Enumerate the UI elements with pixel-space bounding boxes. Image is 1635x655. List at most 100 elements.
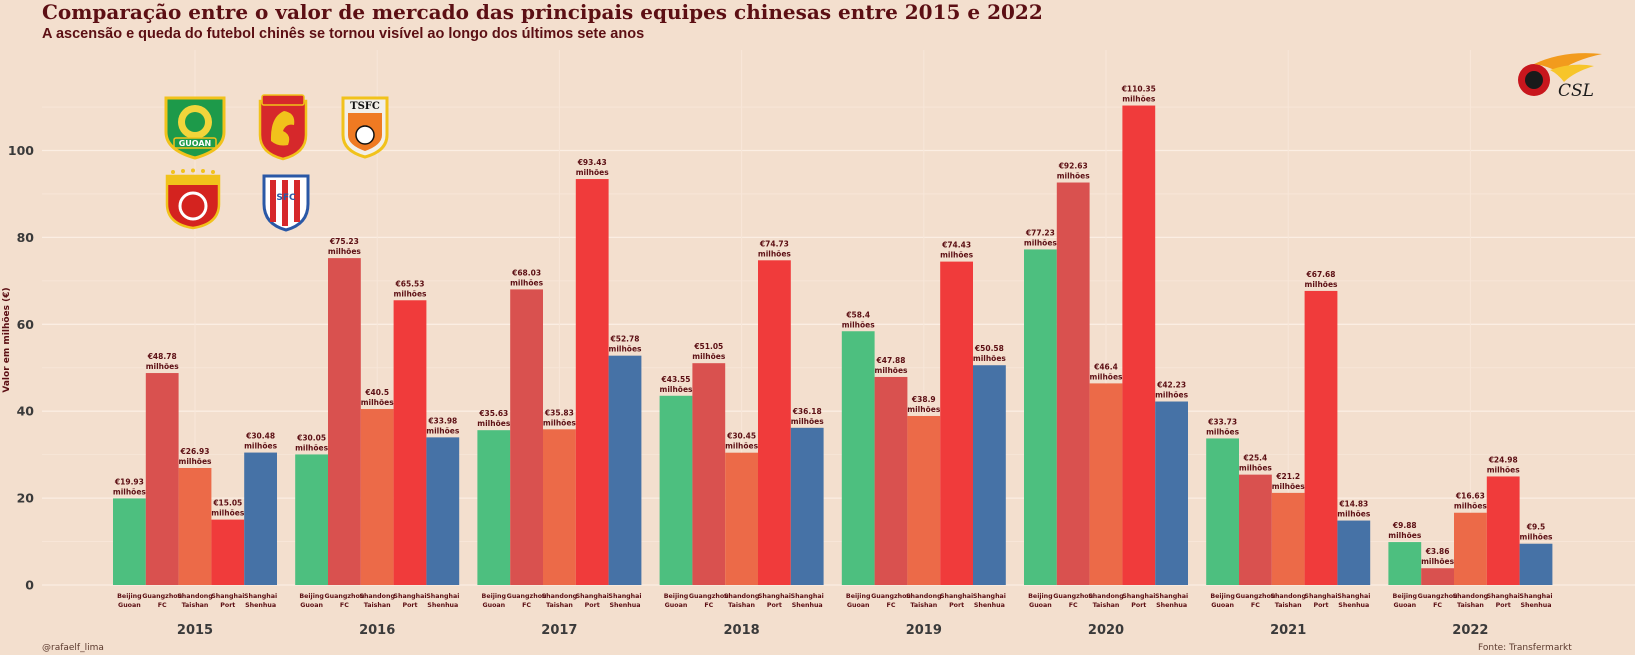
bar-value-label: €9.5 [1526, 523, 1546, 532]
bar-unit-label: milhões [791, 417, 825, 426]
team-tick-label-line2: Guoan [118, 602, 141, 609]
bar-value-label: €43.55 [661, 375, 691, 384]
team-tick-label-line2: Taishan [182, 602, 209, 609]
bar [907, 415, 941, 585]
year-label: 2015 [177, 623, 213, 638]
team-tick-label-line2: Taishan [910, 602, 937, 609]
bar-value-label: €77.23 [1025, 228, 1055, 237]
year-label: 2018 [724, 623, 760, 638]
team-tick-label-line1: Shanghai [1337, 593, 1370, 600]
bar-unit-label: milhões [1090, 372, 1124, 381]
team-tick-label-line1: Guangzhou [1235, 593, 1275, 600]
bar-value-label: €38.9 [911, 395, 936, 404]
bar [790, 427, 824, 585]
team-tick-label-line2: Port [402, 602, 417, 609]
year-label: 2016 [359, 623, 395, 638]
team-tick-label-line2: Guoan [482, 602, 505, 609]
team-tick-label-line1: Guangzhou [142, 593, 182, 600]
team-tick-label-line1: Shanghai [576, 593, 609, 600]
bar-unit-label: milhões [907, 405, 941, 414]
gz-logo-text: GUOAN [179, 139, 212, 148]
team-tick-label-line2: Shenhua [427, 602, 458, 609]
team-tick-label-line2: FC [1433, 602, 1442, 609]
bar [1486, 476, 1520, 585]
shanghai-port-crest-icon [165, 168, 221, 230]
team-tick-label-line2: Port [1496, 602, 1511, 609]
bar-value-label: €42.23 [1156, 381, 1186, 390]
bar-unit-label: milhões [875, 366, 909, 375]
team-tick-labels: BeijingGuoanGuangzhouFCShandongTaishanSh… [117, 593, 1552, 609]
shanghai-shenhua-crest-icon: SFC [262, 174, 310, 232]
bar-unit-label: milhões [758, 249, 792, 258]
bar-value-label: €30.48 [245, 432, 275, 441]
bar-unit-label: milhões [477, 419, 511, 428]
team-tick-label-line1: Guangzhou [1053, 593, 1093, 600]
bar [659, 395, 693, 585]
bar [1421, 568, 1454, 585]
bar-value-label: €74.73 [759, 239, 789, 248]
bar [575, 179, 609, 586]
team-tick-label-line2: Shenhua [1156, 602, 1187, 609]
team-tick-label-line1: Shanghai [791, 593, 824, 600]
bar-value-label: €35.83 [544, 408, 574, 417]
team-tick-label-line2: Guoan [300, 602, 323, 609]
bar [1239, 474, 1272, 585]
bar-unit-label: milhões [295, 443, 329, 452]
y-axis: 0 20 40 60 80 100 [8, 143, 34, 593]
bar-unit-label: milhões [1057, 172, 1091, 181]
bar-value-label: €30.45 [726, 432, 756, 441]
bar [1271, 492, 1305, 585]
bar-value-label: €46.4 [1093, 362, 1118, 371]
team-tick-label-line1: Shanghai [940, 593, 973, 600]
team-tick-label-line1: Shandong [724, 593, 760, 600]
team-tick-label-line2: Taishan [546, 602, 573, 609]
bar [874, 376, 908, 585]
bar-unit-label: milhões [609, 345, 643, 354]
bar-unit-label: milhões [211, 509, 245, 518]
y-tick-label: 0 [25, 578, 34, 593]
team-tick-label-line1: Beijing [482, 593, 507, 600]
source-caption: Fonte: Transfermarkt [1478, 643, 1572, 653]
bar [1024, 249, 1057, 585]
bar-unit-label: milhões [1305, 280, 1339, 289]
bar [477, 430, 511, 585]
bar-unit-label: milhões [146, 362, 180, 371]
bar-value-label: €16.63 [1455, 492, 1485, 501]
bar [608, 355, 642, 585]
bar-value-label: €25.4 [1243, 454, 1268, 463]
team-tick-label-line1: Beijing [299, 593, 324, 600]
team-tick-label-line1: Guangzhou [1418, 593, 1458, 600]
team-tick-label-line2: Shenhua [1338, 602, 1369, 609]
team-tick-label-line1: Shanghai [1304, 593, 1337, 600]
team-tick-label-line2: Shenhua [792, 602, 823, 609]
shandong-taishan-crest-icon: TSFC [341, 96, 389, 159]
team-tick-label-line1: Shanghai [608, 593, 641, 600]
bar-value-label: €3.86 [1425, 547, 1450, 556]
bar-value-label: €47.88 [876, 356, 906, 365]
team-tick-label-line2: Shenhua [610, 602, 641, 609]
team-tick-label-line1: Beijing [1393, 593, 1418, 600]
team-tick-label-line1: Shanghai [244, 593, 277, 600]
team-tick-label-line2: Guoan [1211, 602, 1234, 609]
bar-unit-label: milhões [973, 354, 1007, 363]
bar [940, 261, 973, 585]
bar [692, 363, 726, 585]
bar-value-label: €21.2 [1275, 472, 1300, 481]
team-tick-label-line1: Shanghai [393, 593, 426, 600]
bar [1454, 512, 1487, 585]
team-tick-label-line2: Port [220, 602, 235, 609]
bar-value-label: €33.98 [427, 416, 457, 425]
bar [211, 519, 245, 585]
bar-value-label: €14.83 [1338, 500, 1368, 509]
bar [1388, 542, 1422, 585]
team-tick-label-line1: Shanghai [1122, 593, 1155, 600]
team-tick-label-line1: Beijing [1028, 593, 1053, 600]
bar-unit-label: milhões [576, 168, 610, 177]
team-tick-label-line1: Shandong [906, 593, 942, 600]
bar-value-label: €74.43 [941, 241, 971, 250]
bar [1337, 520, 1371, 585]
csl-logo-text: CSL [1558, 81, 1594, 101]
bar-value-label: €40.5 [364, 388, 389, 397]
chart-title: Comparação entre o valor de mercado das … [42, 0, 1043, 24]
bar-unit-label: milhões [244, 442, 278, 451]
